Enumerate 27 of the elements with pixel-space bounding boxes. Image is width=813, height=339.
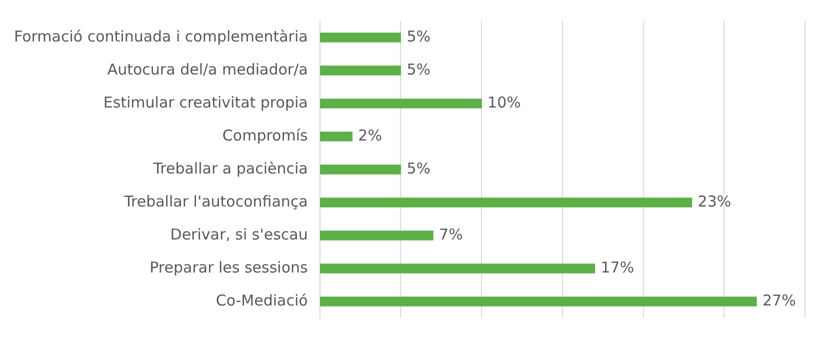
bar <box>320 32 402 42</box>
y-tick-label: Derivar, si s'escau <box>170 225 308 244</box>
y-tick-label: Preparar les sessions <box>150 258 308 276</box>
data-label: 5% <box>406 27 430 46</box>
y-tick-label: Treballar l'autoconfiança <box>123 192 308 210</box>
bar <box>320 66 402 76</box>
data-label: 10% <box>488 93 521 112</box>
bar <box>320 230 434 240</box>
data-label: 17% <box>600 258 634 276</box>
data-label: 7% <box>439 225 463 244</box>
y-tick-label: Formació continuada i complementària <box>14 27 308 46</box>
bar <box>320 98 482 108</box>
y-tick-label: Compromís <box>222 126 308 144</box>
y-tick-label: Treballar a paciència <box>152 159 308 178</box>
data-label: 23% <box>698 192 732 210</box>
data-label: 2% <box>358 126 382 144</box>
y-tick-label: Estimular creativitat propia <box>103 93 308 112</box>
data-label: 5% <box>406 159 430 178</box>
bar <box>320 164 402 174</box>
y-tick-label: Autocura del/a mediador/a <box>107 60 308 78</box>
bar <box>320 132 353 142</box>
bar <box>320 296 757 306</box>
bar <box>320 264 596 274</box>
data-label: 27% <box>762 291 796 310</box>
y-tick-label: Co-Mediació <box>216 291 308 310</box>
data-label: 5% <box>406 60 430 78</box>
bar <box>320 198 692 208</box>
